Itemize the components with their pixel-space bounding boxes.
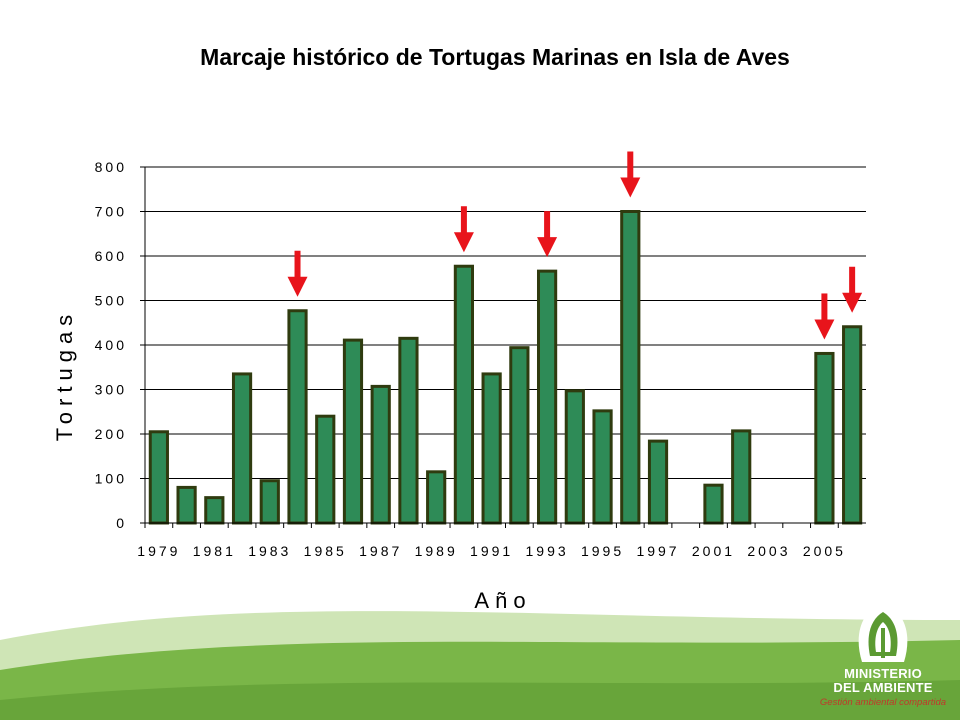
bar-1981 xyxy=(204,496,225,525)
x-tick-label: 2003 xyxy=(747,543,790,559)
y-tick-label: 200 xyxy=(95,426,127,442)
bar-1985 xyxy=(315,414,336,525)
highlight-arrow-2006 xyxy=(842,266,863,313)
bar-1983 xyxy=(259,479,280,525)
y-tick-label: 800 xyxy=(95,159,127,175)
bar-1997 xyxy=(647,439,669,525)
footer-decoration xyxy=(0,611,960,720)
grid-layer xyxy=(145,166,866,479)
x-tick-label: 1993 xyxy=(526,543,569,559)
x-tick-label: 1997 xyxy=(636,543,679,559)
bar-1989 xyxy=(426,470,447,525)
arrow-head xyxy=(814,319,835,340)
bar-1996 xyxy=(620,210,641,525)
bar-2001 xyxy=(703,483,724,525)
bar-1982 xyxy=(231,372,253,525)
arrow-shaft xyxy=(294,250,301,279)
bar-1995 xyxy=(592,409,613,525)
x-tick-label: 1989 xyxy=(415,543,458,559)
leaf-emblem-icon xyxy=(858,602,908,662)
x-axis-label: Año xyxy=(474,588,531,613)
highlight-arrow-1996 xyxy=(620,151,641,198)
x-tick-label: 1991 xyxy=(470,543,513,559)
y-axis-label: Tortugas xyxy=(52,309,77,441)
bar-1984 xyxy=(287,309,308,525)
brand-line-1: MINISTERIO xyxy=(844,666,922,681)
bar-1980 xyxy=(176,485,197,525)
y-tick-label: 600 xyxy=(95,248,127,264)
highlight-arrow-1990 xyxy=(453,206,474,253)
y-tick-label: 500 xyxy=(95,293,127,309)
x-tick-label: 2005 xyxy=(803,543,846,559)
bar-1993 xyxy=(536,269,558,525)
highlight-arrow-1993 xyxy=(537,211,558,258)
axis-layer xyxy=(140,166,866,528)
arrow-head xyxy=(453,232,474,253)
bar-1990 xyxy=(453,264,475,525)
arrow-shaft xyxy=(544,211,551,240)
x-tick-label: 1979 xyxy=(137,543,180,559)
bar-1991 xyxy=(481,372,502,525)
ministry-logo: MINISTERIO DEL AMBIENTE Gestión ambienta… xyxy=(810,598,956,716)
x-tick-label: 1985 xyxy=(304,543,347,559)
chart-title: Marcaje histórico de Tortugas Marinas en… xyxy=(200,44,790,70)
bar-2005 xyxy=(814,351,835,525)
bar-2006 xyxy=(842,325,863,525)
highlight-arrow-1984 xyxy=(287,250,308,297)
arrow-shaft xyxy=(460,206,467,235)
y-tick-label: 100 xyxy=(95,471,127,487)
bar-2002 xyxy=(731,429,752,525)
bars-layer xyxy=(148,210,863,525)
highlight-arrow-2005 xyxy=(814,293,835,340)
brand-line-2: DEL AMBIENTE xyxy=(833,680,933,695)
x-tick-label: 1987 xyxy=(359,543,402,559)
x-tick-label: 2001 xyxy=(692,543,735,559)
y-tick-label: 300 xyxy=(95,382,127,398)
bar-1987 xyxy=(370,384,391,525)
x-tick-label: 1995 xyxy=(581,543,624,559)
bar-1994 xyxy=(564,389,585,525)
ticks-layer: 0 100 200 300 400 500 600 700 800 1979 1981 1983 198… xyxy=(95,159,846,559)
bar-1986 xyxy=(342,338,364,525)
y-tick-label: 400 xyxy=(95,337,127,353)
arrows-layer xyxy=(287,151,863,340)
brand-tagline: Gestión ambiental compartida xyxy=(819,697,947,708)
x-tick-label: 1981 xyxy=(193,543,236,559)
arrow-head xyxy=(287,276,308,297)
y-tick-label: 700 xyxy=(95,204,127,220)
arrow-shaft xyxy=(627,151,634,180)
bar-1992 xyxy=(509,346,530,525)
arrow-head xyxy=(842,292,863,313)
arrow-head xyxy=(537,237,558,258)
bar-1988 xyxy=(398,336,419,525)
bar-1979 xyxy=(148,430,169,525)
arrow-head xyxy=(620,177,641,198)
x-tick-label: 1983 xyxy=(248,543,291,559)
arrow-shaft xyxy=(849,266,856,295)
arrow-shaft xyxy=(821,293,828,322)
y-tick-label: 0 xyxy=(116,515,127,531)
